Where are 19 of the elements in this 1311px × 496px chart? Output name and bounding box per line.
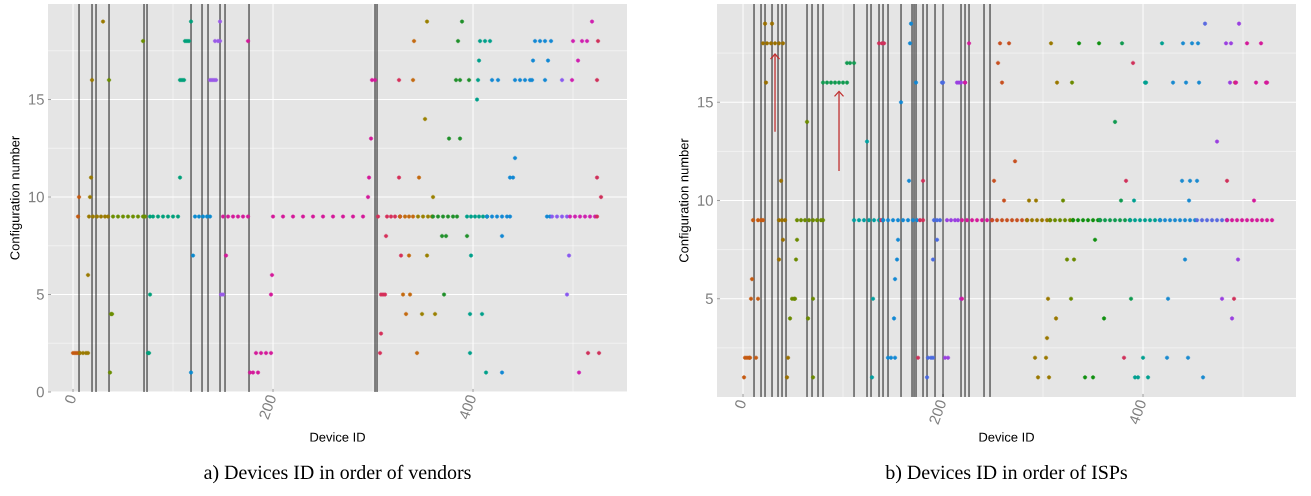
y-tick-label: 5	[36, 289, 44, 300]
text: a) Devices ID in order of vendors	[204, 464, 471, 484]
x-tick-label: 0	[65, 395, 76, 404]
y-tick-label: 10	[698, 195, 713, 206]
x-axis-title: Device ID	[979, 432, 1034, 442]
x-tick-label: 400	[1130, 400, 1146, 425]
y-axis-title: Configuration number	[9, 135, 23, 260]
x-tick-label: 200	[259, 395, 276, 420]
x-tick-label: 200	[929, 400, 946, 425]
y-axis-title: Configuration number	[678, 138, 692, 263]
x-tick-label: 400	[460, 395, 476, 420]
text: b) Devices ID in order of ISPs	[885, 464, 1127, 484]
y-tick-label: 15	[29, 94, 44, 105]
y-tick-label: 10	[29, 191, 44, 203]
x-axis-title: Device ID	[310, 432, 365, 442]
y-tick-label: 15	[698, 97, 713, 108]
x-tick-label: 0	[735, 400, 746, 409]
y-tick-label: 5	[705, 293, 713, 304]
y-tick-label: 0	[36, 386, 44, 398]
